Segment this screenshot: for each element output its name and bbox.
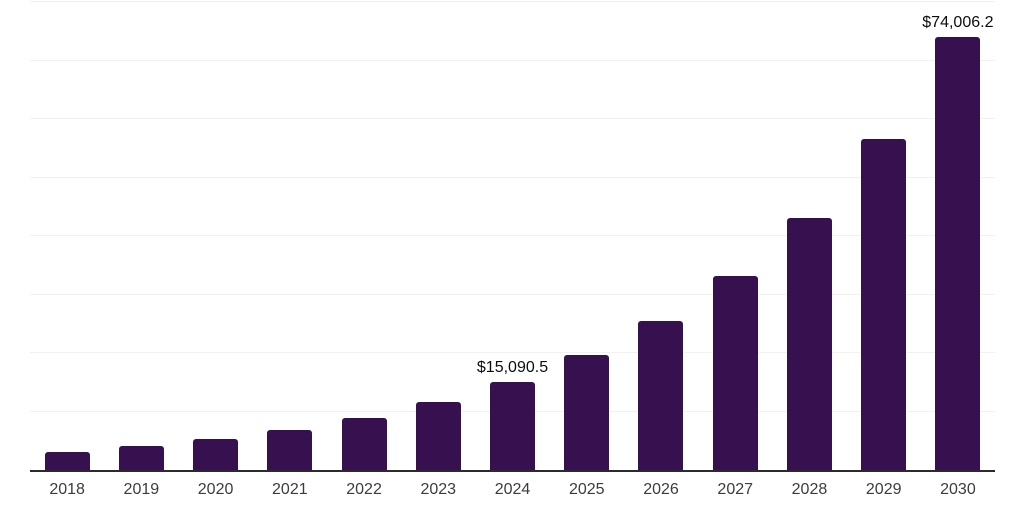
data-label-2024: $15,090.5 — [476, 358, 549, 376]
x-tick-label-2020: 2020 — [197, 481, 234, 498]
bar-2019 — [118, 446, 164, 470]
bar-2022 — [341, 418, 387, 470]
x-tick-label-2030: 2030 — [940, 481, 976, 498]
x-tick-label-2025: 2025 — [568, 481, 605, 498]
plot-area: $15,090.5 $74,006.2 — [30, 1, 995, 472]
bar-2027 — [712, 275, 758, 470]
bar-2025 — [564, 355, 610, 470]
bar-2018 — [44, 452, 90, 470]
bar-2020 — [193, 439, 239, 470]
gridline-60000 — [30, 118, 995, 119]
x-tick-label-2022: 2022 — [346, 481, 382, 498]
x-tick-label-2028: 2028 — [791, 481, 828, 498]
x-tick-label-2018: 2018 — [49, 481, 85, 498]
x-tick-label-2023: 2023 — [420, 481, 457, 498]
bar-2024 — [490, 381, 535, 470]
bar-2021 — [267, 430, 313, 470]
bar-2026 — [638, 320, 684, 470]
x-axis-line — [30, 470, 995, 472]
x-axis-tick-labels: 2018 2019 2020 2021 2022 2023 2024 2025 2026 2027… — [30, 482, 995, 498]
x-tick-label-2029: 2029 — [865, 481, 902, 498]
bar-2030 — [935, 37, 981, 470]
bar-2028 — [786, 217, 832, 470]
x-tick-label-2024: 2024 — [494, 481, 531, 498]
bar-2029 — [861, 138, 907, 470]
gridline-30000 — [30, 293, 995, 295]
x-tick-label-2027: 2027 — [717, 481, 754, 498]
x-tick-label-2021: 2021 — [272, 481, 308, 498]
gridline-40000 — [30, 235, 995, 236]
gridline-70000 — [30, 59, 995, 61]
data-label-2030: $74,006.2 — [922, 14, 994, 32]
x-tick-label-2026: 2026 — [643, 481, 679, 498]
x-tick-label-2019: 2019 — [123, 481, 160, 498]
gridline-80000 — [30, 1, 995, 2]
gridline-50000 — [30, 176, 995, 178]
bar-2023 — [415, 402, 461, 470]
gridline-20000 — [30, 352, 995, 353]
